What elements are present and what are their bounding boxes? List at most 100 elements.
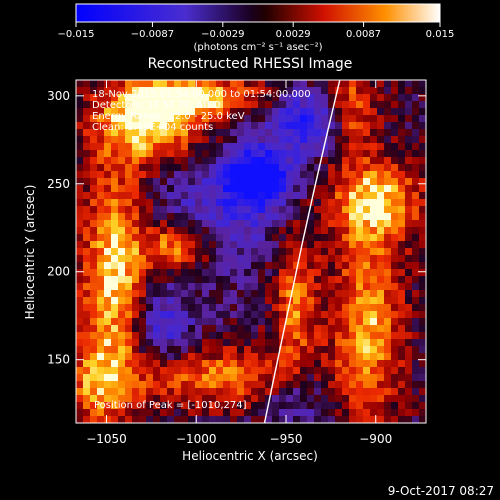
heatmap-cell [356,122,363,129]
heatmap-cell [174,192,181,199]
heatmap-cell [342,381,349,388]
heatmap-cell [202,234,209,241]
heatmap-cell [258,213,265,220]
heatmap-cell [300,262,307,269]
heatmap-cell [286,353,293,360]
heatmap-cell [307,276,314,283]
heatmap-cell [307,122,314,129]
heatmap-cell [125,367,132,374]
heatmap-cell [419,346,426,353]
heatmap-cell [195,220,202,227]
heatmap-cell [125,262,132,269]
heatmap-cell [202,311,209,318]
heatmap-cell [216,262,223,269]
heatmap-cell [356,360,363,367]
heatmap-cell [76,416,83,423]
heatmap-cell [216,143,223,150]
heatmap-cell [391,185,398,192]
heatmap-cell [272,87,279,94]
heatmap-cell [314,276,321,283]
heatmap-cell [83,395,90,402]
heatmap-cell [377,290,384,297]
heatmap-cell [216,136,223,143]
heatmap-cell [195,129,202,136]
heatmap-cell [314,402,321,409]
heatmap-cell [132,374,139,381]
heatmap-cell [104,332,111,339]
heatmap-cell [216,311,223,318]
heatmap-cell [174,129,181,136]
heatmap-cell [244,143,251,150]
heatmap-cell [139,318,146,325]
heatmap-cell [160,115,167,122]
heatmap-cell [384,402,391,409]
heatmap-cell [328,332,335,339]
heatmap-cell [279,136,286,143]
heatmap-cell [76,346,83,353]
heatmap-cell [195,241,202,248]
heatmap-cell [363,108,370,115]
heatmap-cell [181,136,188,143]
heatmap-cell [370,395,377,402]
heatmap-cell [419,255,426,262]
heatmap-cell [139,374,146,381]
heatmap-cell [223,318,230,325]
heatmap-cell [251,185,258,192]
heatmap-cell [398,108,405,115]
heatmap-cell [377,94,384,101]
heatmap-cell [244,262,251,269]
heatmap-cell [363,269,370,276]
heatmap-cell [153,283,160,290]
heatmap-cell [377,80,384,87]
heatmap-cell [412,143,419,150]
heatmap-cell [370,388,377,395]
heatmap-cell [209,87,216,94]
heatmap-cell [419,276,426,283]
heatmap-cell [202,157,209,164]
heatmap-cell [419,129,426,136]
heatmap-cell [237,80,244,87]
heatmap-cell [104,395,111,402]
heatmap-cell [391,332,398,339]
heatmap-cell [244,255,251,262]
heatmap-cell [181,206,188,213]
heatmap-cell [118,262,125,269]
heatmap-cell [146,311,153,318]
heatmap-cell [223,150,230,157]
heatmap-cell [216,332,223,339]
heatmap-cell [209,283,216,290]
heatmap-cell [419,339,426,346]
heatmap-cell [230,108,237,115]
heatmap-cell [188,129,195,136]
heatmap-cell [405,234,412,241]
heatmap-cell [272,213,279,220]
heatmap-cell [132,395,139,402]
heatmap-cell [391,297,398,304]
heatmap-cell [363,227,370,234]
heatmap-cell [202,192,209,199]
heatmap-cell [132,283,139,290]
heatmap-cell [118,325,125,332]
heatmap-cell [237,255,244,262]
heatmap-cell [83,150,90,157]
heatmap-cell [293,367,300,374]
heatmap-cell [230,374,237,381]
x-tick-label: −950 [270,432,303,446]
heatmap-cell [97,290,104,297]
heatmap-cell [125,283,132,290]
heatmap-cell [160,402,167,409]
heatmap-cell [349,192,356,199]
heatmap-cell [363,304,370,311]
heatmap-cell [314,164,321,171]
heatmap-cell [146,367,153,374]
heatmap-cell [272,262,279,269]
heatmap-cell [412,353,419,360]
heatmap-cell [202,199,209,206]
heatmap-cell [202,290,209,297]
heatmap-cell [405,367,412,374]
heatmap-cell [419,241,426,248]
heatmap-cell [342,304,349,311]
heatmap-cell [125,157,132,164]
heatmap-cell [146,108,153,115]
